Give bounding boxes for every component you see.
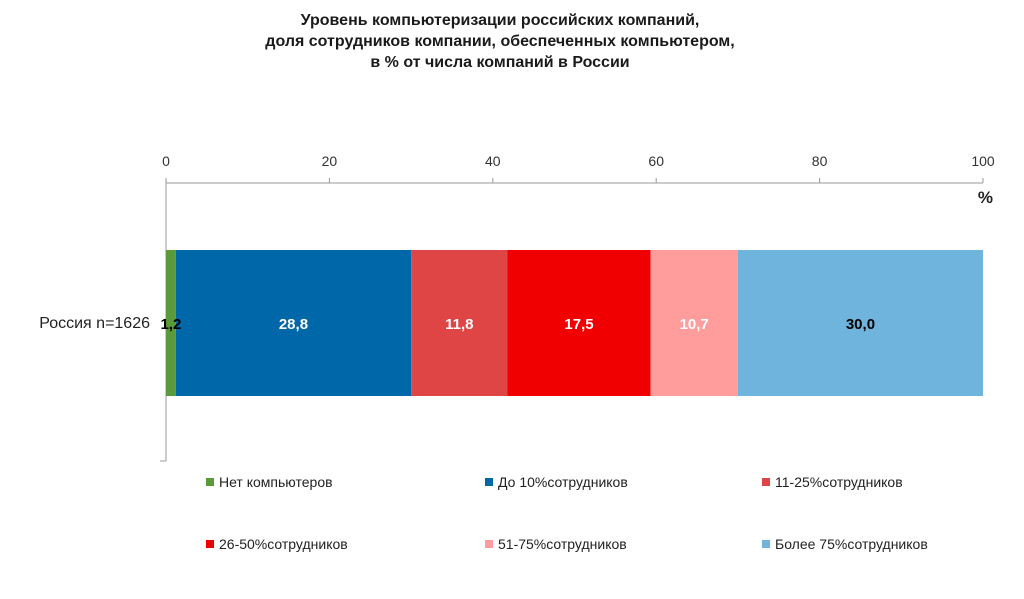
legend-swatch	[485, 540, 493, 548]
bar-segment	[507, 250, 651, 396]
x-tick-label: 40	[485, 153, 501, 169]
legend: Нет компьютеров До 10%сотрудников 11-25%со…	[206, 474, 928, 552]
bar-segment	[650, 250, 738, 396]
legend-label: Более 75%сотрудников	[775, 536, 928, 552]
chart-title-line-2: доля сотрудников компании, обеспеченных …	[265, 33, 735, 50]
x-axis: 0 20 40 60 80 100% Россия n=1626	[39, 153, 995, 462]
chart-title: Уровень компьютеризации российских компа…	[0, 10, 1000, 73]
legend-label: До 10%сотрудников	[498, 474, 628, 490]
x-tick-label: 20	[322, 153, 338, 169]
bar-segment	[175, 250, 412, 396]
data-label: 1,2	[160, 316, 181, 333]
legend-label: 26-50%сотрудников	[219, 536, 348, 552]
data-label: 30,0	[846, 316, 875, 333]
data-label: 10,7	[680, 316, 709, 333]
chart-title-line-3: в % от числа компаний в России	[370, 54, 630, 71]
data-label: 17,5	[564, 316, 593, 333]
segment-labels: 1,2 28,8 11,8 17,5 10,7 30,0	[160, 316, 875, 333]
bar-segment	[411, 250, 508, 396]
legend-label: 11-25%сотрудников	[775, 474, 903, 490]
x-tick-label: 0	[162, 153, 170, 169]
x-tick-label: 100	[971, 153, 995, 169]
bar-segment	[737, 250, 983, 396]
x-tick-label: 80	[812, 153, 828, 169]
legend-swatch	[206, 540, 214, 548]
legend-label: Нет компьютеров	[219, 474, 333, 490]
legend-label: 51-75%сотрудников	[498, 536, 627, 552]
bar-segment	[166, 250, 176, 396]
legend-swatch	[762, 478, 770, 486]
data-label: 11,8	[445, 316, 473, 333]
legend-swatch	[762, 540, 770, 548]
data-label: 28,8	[279, 316, 308, 333]
legend-swatch	[485, 478, 493, 486]
bar-segments	[166, 250, 983, 396]
legend-swatch	[206, 478, 214, 486]
x-tick-label: 60	[648, 153, 664, 169]
category-label: Россия n=1626	[39, 315, 150, 332]
x-axis-unit: %	[978, 188, 993, 207]
chart-title-line-1: Уровень компьютеризации российских компа…	[300, 12, 700, 29]
